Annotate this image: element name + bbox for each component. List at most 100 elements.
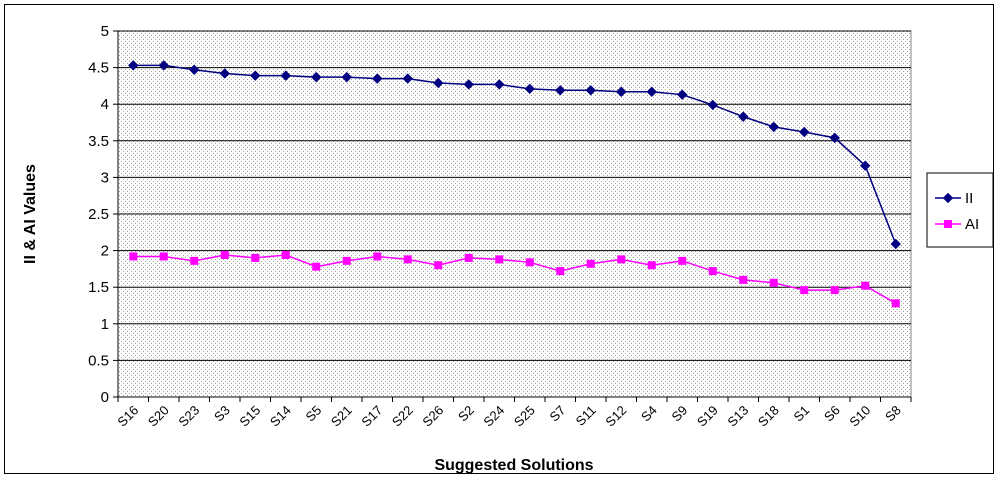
x-tick-label: S2 (455, 403, 477, 425)
data-point-ii (707, 99, 718, 111)
x-tick-label: S8 (882, 403, 904, 425)
x-tick-label: S9 (669, 403, 691, 425)
x-tick-label: S11 (573, 403, 599, 429)
data-point-ii (189, 64, 200, 76)
data-point-ai (556, 267, 565, 276)
legend-marker-ii (942, 192, 954, 204)
data-point-ai (830, 286, 839, 295)
data-point-ii (646, 86, 657, 97)
data-point-ai (525, 258, 534, 267)
data-point-ii (128, 60, 139, 71)
data-point-ai (129, 252, 138, 261)
x-tick-label: S16 (114, 403, 141, 430)
data-point-ii (799, 126, 810, 138)
x-tick-label: S15 (236, 403, 263, 430)
y-tick-label: 1.5 (88, 279, 109, 296)
legend-label-ii: II (965, 190, 973, 207)
x-tick-label: S26 (419, 403, 446, 430)
data-point-ii (890, 238, 901, 250)
x-tick-label: S22 (389, 403, 416, 430)
data-point-ii (738, 111, 749, 122)
data-point-ai (891, 299, 900, 308)
data-point-ai (251, 253, 260, 262)
data-point-ai (769, 278, 778, 287)
data-point-ii (555, 85, 566, 96)
data-point-ai (800, 286, 809, 295)
y-tick-label: 1 (101, 316, 109, 333)
data-point-ii (341, 71, 352, 83)
x-tick-label: S23 (175, 403, 202, 430)
legend-item-ai: AI (935, 216, 979, 233)
y-tick-label: 2.5 (88, 206, 109, 223)
x-tick-label: S21 (328, 403, 355, 430)
data-point-ii (494, 79, 505, 90)
legend-label-ai: AI (965, 216, 979, 233)
data-point-ai (617, 255, 626, 264)
data-point-ai (464, 253, 473, 262)
gridlines (118, 30, 911, 361)
data-point-ai (586, 259, 595, 268)
data-point-ai (678, 256, 687, 265)
x-tick-label: S24 (480, 403, 507, 430)
y-tick-label: 2 (101, 243, 109, 260)
data-point-ai (861, 281, 870, 290)
series-layer (128, 60, 901, 308)
y-tick-label: 4 (101, 96, 109, 113)
data-point-ai (159, 252, 168, 261)
data-point-ai (434, 261, 443, 270)
data-point-ii (585, 85, 596, 96)
series-line-ai (133, 254, 897, 304)
x-tick-label: S7 (547, 403, 569, 425)
chart-frame: 0 0.5 1 1.5 2 2.5 3 3.5 4 4.5 5 S16 S20 S23 S3 S15 S14 S5… (4, 4, 994, 474)
x-tick-label: S12 (602, 403, 629, 430)
y-tick-label: 5 (101, 23, 109, 40)
x-tick-label: S14 (267, 403, 294, 430)
data-point-ai (220, 250, 229, 259)
x-tick-label: S13 (724, 403, 751, 430)
legend: II AI (926, 172, 994, 248)
y-tick-label: 0 (101, 389, 109, 406)
legend-item-ii: II (935, 190, 973, 207)
data-point-ii (768, 121, 779, 133)
y-tick-label: 4.5 (88, 60, 109, 77)
x-tick-label: S18 (755, 403, 782, 430)
data-point-ii (860, 160, 871, 171)
x-tick-label: S25 (511, 403, 538, 430)
x-tick-label: S10 (846, 403, 873, 430)
data-point-ii (250, 70, 261, 81)
legend-box (926, 172, 994, 248)
data-point-ai (647, 261, 656, 270)
x-tick-label: S19 (694, 403, 721, 430)
legend-marker-ai (944, 220, 952, 228)
x-tick-label: S3 (211, 403, 233, 425)
data-point-ai (708, 267, 717, 276)
data-point-ii (524, 83, 535, 95)
data-point-ii (280, 70, 291, 81)
data-point-ai (281, 250, 290, 259)
data-point-ai (739, 275, 748, 284)
x-tick-label: S5 (303, 403, 325, 425)
data-point-ii (677, 89, 688, 100)
series-ai (129, 250, 900, 308)
data-point-ai (312, 262, 321, 271)
data-point-ii (616, 86, 627, 97)
y-tick-label: 3.5 (88, 133, 109, 150)
x-tick-label: S1 (791, 403, 813, 425)
y-tick-label: 0.5 (88, 352, 109, 369)
data-point-ii (219, 68, 230, 79)
data-point-ai (342, 256, 351, 265)
data-point-ai (403, 255, 412, 264)
data-point-ii (158, 60, 169, 71)
line-chart: 0 0.5 1 1.5 2 2.5 3 3.5 4 4.5 5 S16 S20 S23 S3 S15 S14 S5… (22, 23, 994, 474)
x-tick-label: S17 (358, 403, 385, 430)
y-tick-label: 3 (101, 169, 109, 186)
y-axis-title: II & AI Values (22, 164, 39, 264)
data-point-ii (402, 73, 413, 84)
data-point-ii (463, 79, 474, 90)
x-tick-label: S6 (821, 403, 843, 425)
data-point-ii (372, 73, 383, 84)
x-tick-label: S4 (638, 403, 660, 425)
x-tick-label: S20 (145, 403, 172, 430)
data-point-ai (373, 252, 382, 261)
data-point-ii (433, 77, 444, 89)
